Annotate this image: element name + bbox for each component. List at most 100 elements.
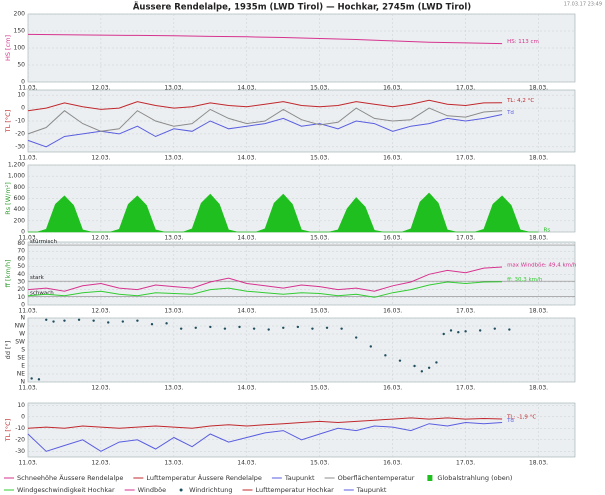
y-tick-label: 600 [14,195,26,202]
series-end-label: Td [506,110,514,116]
scatter-point [355,336,358,339]
series-line [27,417,503,429]
y-tick-label: N [21,379,26,386]
y-tick-label: 0 [21,79,25,86]
y-tick-label: 0 [21,413,25,420]
legend-label: Windgeschwindigkeit Hochkar [17,486,115,494]
y-axis-label: HS [cm] [4,35,12,61]
scatter-point [267,328,270,331]
x-tick-label: 14.03. [237,155,256,162]
y-tick-label: 1,000 [8,173,25,180]
y-tick-label: 1,200 [8,162,25,169]
scatter-point [435,361,438,364]
legend-swatch [179,488,183,492]
x-tick-label: 16.03. [383,308,402,315]
y-tick-label: 10 [17,402,25,409]
scatter-point [107,321,110,324]
y-tick-label: -10 [15,425,25,432]
y-tick-label: S [21,347,25,354]
y-tick-label: 40 [17,271,25,278]
x-tick-label: 11.03. [18,85,37,92]
x-tick-label: 18.03. [529,460,548,467]
x-tick-label: 14.03. [237,460,256,467]
scatter-point [493,327,496,330]
legend-item: Taupunkt [271,474,315,482]
y-tick-label: NW [15,323,25,330]
y-tick-label: 0 [21,229,25,236]
scatter-point [92,319,95,322]
series-end-label: max Windböe: 49,4 km/h [507,263,577,269]
legend-label: Schneehöhe Äussere Rendelalpe [17,473,123,482]
scatter-point [165,322,168,325]
legend-label: Lufttemperatur Hochkar [256,486,335,494]
legend-swatch [427,475,433,481]
plot-background [27,402,576,458]
y-tick-label: 200 [14,11,26,18]
x-tick-label: 17.03. [456,308,475,315]
series-line [27,107,503,135]
scatter-point [457,331,460,334]
y-tick-label: 800 [14,184,26,191]
legend-label: Oberflächentemperatur [338,474,415,482]
x-tick-label: 13.03. [164,155,183,162]
y-tick-label: 60 [17,255,25,262]
y-tick-label: 150 [14,28,26,35]
y-tick-label: -30 [15,448,25,455]
scatter-point [52,320,55,323]
x-tick-label: 16.03. [383,85,402,92]
timestamp: 17.03.17 23:49 [564,2,602,8]
scatter-point [442,332,445,336]
x-tick-label: 13.03. [164,235,183,242]
series-line [27,114,503,148]
legend-label: Globalstrahlung (oben) [437,474,512,482]
x-tick-label: 16.03. [383,155,402,162]
series-end-label: ff: 30,3 km/h [507,277,543,283]
y-tick-label: W [19,331,25,338]
x-tick-label: 15.03. [310,235,329,242]
y-tick-label: N [21,315,26,322]
y-tick-label: 10 [17,294,25,301]
y-tick-label: 70 [17,248,25,255]
series-line [27,421,503,452]
x-tick-label: 13.03. [164,460,183,467]
y-axis-label: dd [°] [4,341,12,360]
x-tick-label: 12.03. [91,308,110,315]
y-tick-label: -20 [15,130,25,137]
x-tick-label: 14.03. [237,235,256,242]
y-tick-label: -30 [15,143,25,150]
x-tick-label: 13.03. [164,308,183,315]
y-tick-label: NE [17,371,25,378]
series-line [27,266,503,292]
y-tick-label: E [21,363,25,370]
scatter-point [252,327,256,330]
x-tick-label: 14.03. [237,308,256,315]
scatter-point [384,354,387,357]
series-end-label: Td [506,418,514,424]
x-tick-label: 13.03. [164,385,183,392]
scatter-point [63,319,66,322]
x-tick-label: 17.03. [456,460,475,467]
y-tick-label: 50 [17,263,25,270]
legend-item: Windböe [124,486,166,494]
scatter-point [420,370,424,373]
level-label: stark [30,275,45,281]
legend-label: Lufttemperatur Äussere Rendelalpe [146,473,262,482]
x-tick-label: 12.03. [91,460,110,467]
x-tick-label: 16.03. [383,385,402,392]
x-tick-label: 15.03. [310,85,329,92]
x-tick-label: 18.03. [529,235,548,242]
series-end-label: Rs [544,228,551,234]
y-tick-label: 20 [17,286,25,293]
legend-label: Taupunkt [356,486,387,494]
x-tick-label: 11.03. [18,235,37,242]
x-tick-label: 17.03. [456,85,475,92]
scatter-point [238,325,241,329]
scatter-point [282,326,285,329]
series-area [28,192,539,233]
scatter-point [464,330,467,333]
scatter-point [296,325,300,329]
scatter-point [311,327,314,330]
scatter-point [77,318,81,321]
scatter-point [478,329,482,332]
